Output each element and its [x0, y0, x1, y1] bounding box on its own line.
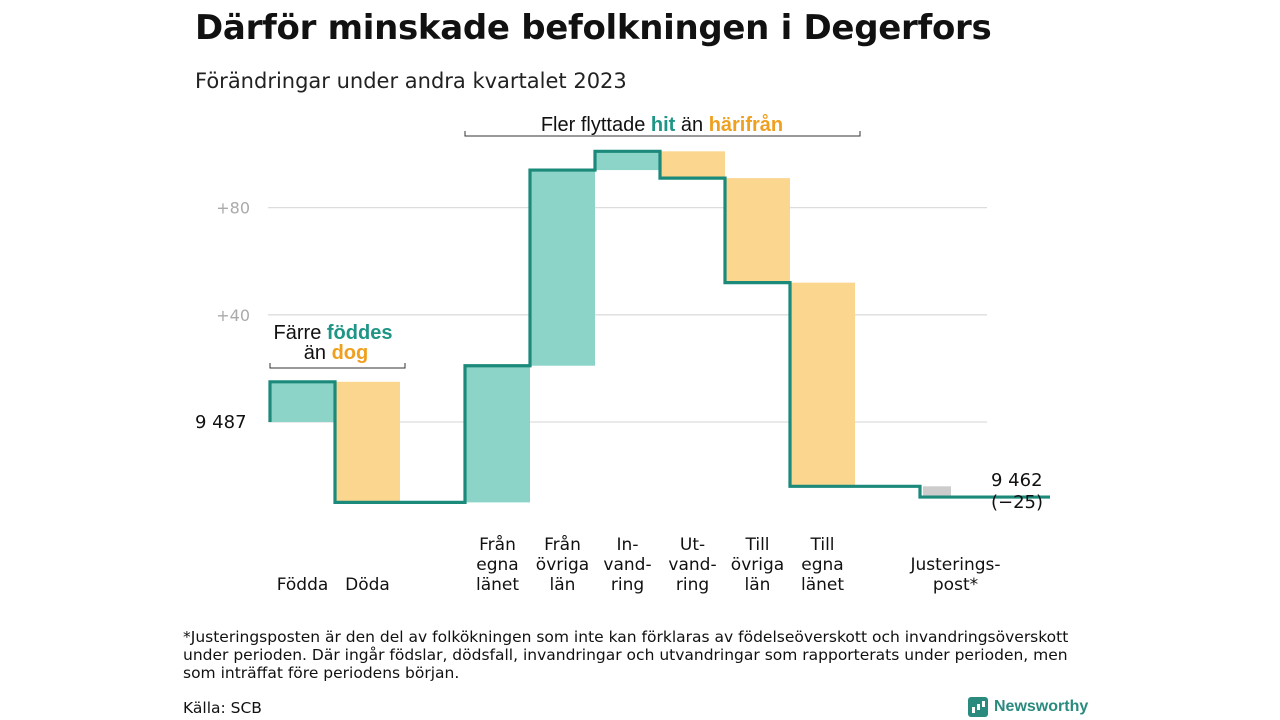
waterfall-chart: +80+40 Födda DödaFrånegnalänetFrånövrigal… — [195, 113, 1050, 595]
category-label: övriga — [536, 555, 589, 575]
waterfall-bar — [660, 151, 725, 179]
chart-title: Därför minskade befolkningen i Degerfors — [195, 8, 992, 48]
category-label: Döda — [345, 575, 390, 595]
end-value-label: 9 462 — [991, 470, 1043, 491]
waterfall-bar — [465, 365, 530, 503]
category-label: länet — [476, 575, 519, 595]
source: Källa: SCB — [183, 699, 262, 717]
category-label: Födda — [277, 575, 329, 595]
category-label: Från — [479, 534, 516, 555]
brand-name: Newsworthy — [994, 698, 1089, 715]
category-label: post* — [933, 575, 978, 595]
category-label: egna — [476, 555, 518, 575]
category-label: In- — [617, 535, 639, 555]
category-label: ring — [676, 575, 709, 595]
category-label: län — [745, 575, 771, 595]
newsworthy-icon — [968, 697, 988, 717]
category-label: Till — [744, 535, 769, 555]
annotation-hit: hit — [651, 114, 676, 136]
annotation-text-pre: Fler flyttade — [541, 114, 651, 136]
footnote: *Justeringsposten är den del av folkökni… — [183, 628, 1069, 682]
svg-text:Fler flyttade hit än härifrån: Fler flyttade hit än härifrån — [541, 113, 783, 136]
cumulative-line — [268, 149, 1050, 504]
category-label: Från — [544, 534, 581, 555]
waterfall-bar — [790, 282, 855, 487]
category-label: Justerings- — [909, 555, 1000, 575]
chart-subtitle: Förändringar under andra kvartalet 2023 — [195, 69, 627, 93]
births-annotation-pre: Färre — [274, 322, 327, 344]
waterfall-bar — [270, 381, 335, 422]
births-annotation-pre2: än — [304, 342, 332, 364]
category-label: vand- — [668, 555, 716, 575]
births-annotation-fodde: föddes — [327, 322, 393, 344]
waterfall-bar — [595, 151, 660, 171]
annotation-bracket-top — [464, 131, 861, 137]
waterfall-bar — [530, 170, 595, 366]
waterfall-bar — [923, 486, 951, 498]
annotation-bracket-births — [269, 363, 406, 369]
category-label: vand- — [603, 555, 651, 575]
end-change-label: (−25) — [991, 492, 1043, 513]
category-label: län — [550, 575, 576, 595]
waterfall-bar — [335, 381, 400, 503]
category-label: övriga — [731, 555, 784, 575]
y-tick-label: +80 — [216, 199, 250, 218]
waterfall-bar — [725, 178, 790, 283]
births-annotation: Färre föddes än dog — [269, 322, 406, 369]
start-value-label: 9 487 — [195, 412, 247, 433]
svg-text:Färre föddes: Färre föddes — [274, 322, 393, 344]
births-annotation-dog: dog — [332, 342, 369, 364]
category-label: länet — [801, 575, 844, 595]
y-tick-label: +40 — [216, 306, 250, 325]
category-label: Till — [809, 535, 834, 555]
svg-text:än dog: än dog — [304, 342, 368, 364]
brand-logo: Newsworthy — [968, 697, 1088, 717]
category-label: ring — [611, 575, 644, 595]
migration-annotation: Fler flyttade hit än härifrån — [464, 113, 861, 137]
annotation-text-mid: än — [675, 114, 708, 136]
annotation-harifran: härifrån — [709, 113, 783, 136]
category-label: Ut- — [680, 535, 705, 555]
category-label: egna — [801, 555, 843, 575]
